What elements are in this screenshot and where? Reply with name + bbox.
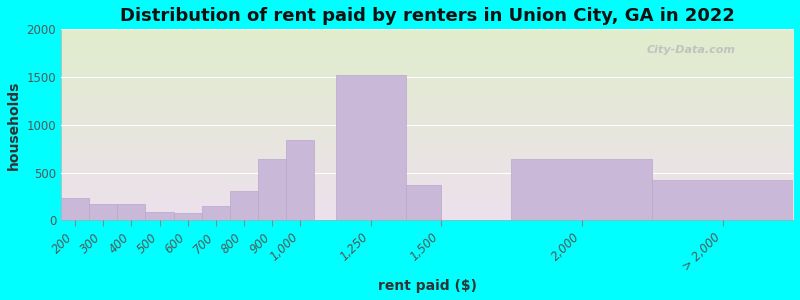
Bar bbox=[335, 75, 406, 220]
Bar bbox=[61, 198, 89, 220]
Bar bbox=[511, 159, 652, 220]
Bar bbox=[89, 204, 118, 220]
Bar bbox=[652, 180, 793, 220]
Bar bbox=[146, 212, 174, 220]
Bar bbox=[230, 191, 258, 220]
Bar bbox=[202, 206, 230, 220]
Title: Distribution of rent paid by renters in Union City, GA in 2022: Distribution of rent paid by renters in … bbox=[119, 7, 734, 25]
Text: City-Data.com: City-Data.com bbox=[646, 45, 736, 55]
Bar bbox=[258, 159, 286, 220]
Bar bbox=[406, 185, 441, 220]
Bar bbox=[174, 213, 202, 220]
Bar bbox=[286, 140, 314, 220]
Y-axis label: households: households bbox=[7, 80, 21, 170]
Bar bbox=[118, 204, 146, 220]
X-axis label: rent paid ($): rent paid ($) bbox=[378, 279, 477, 293]
